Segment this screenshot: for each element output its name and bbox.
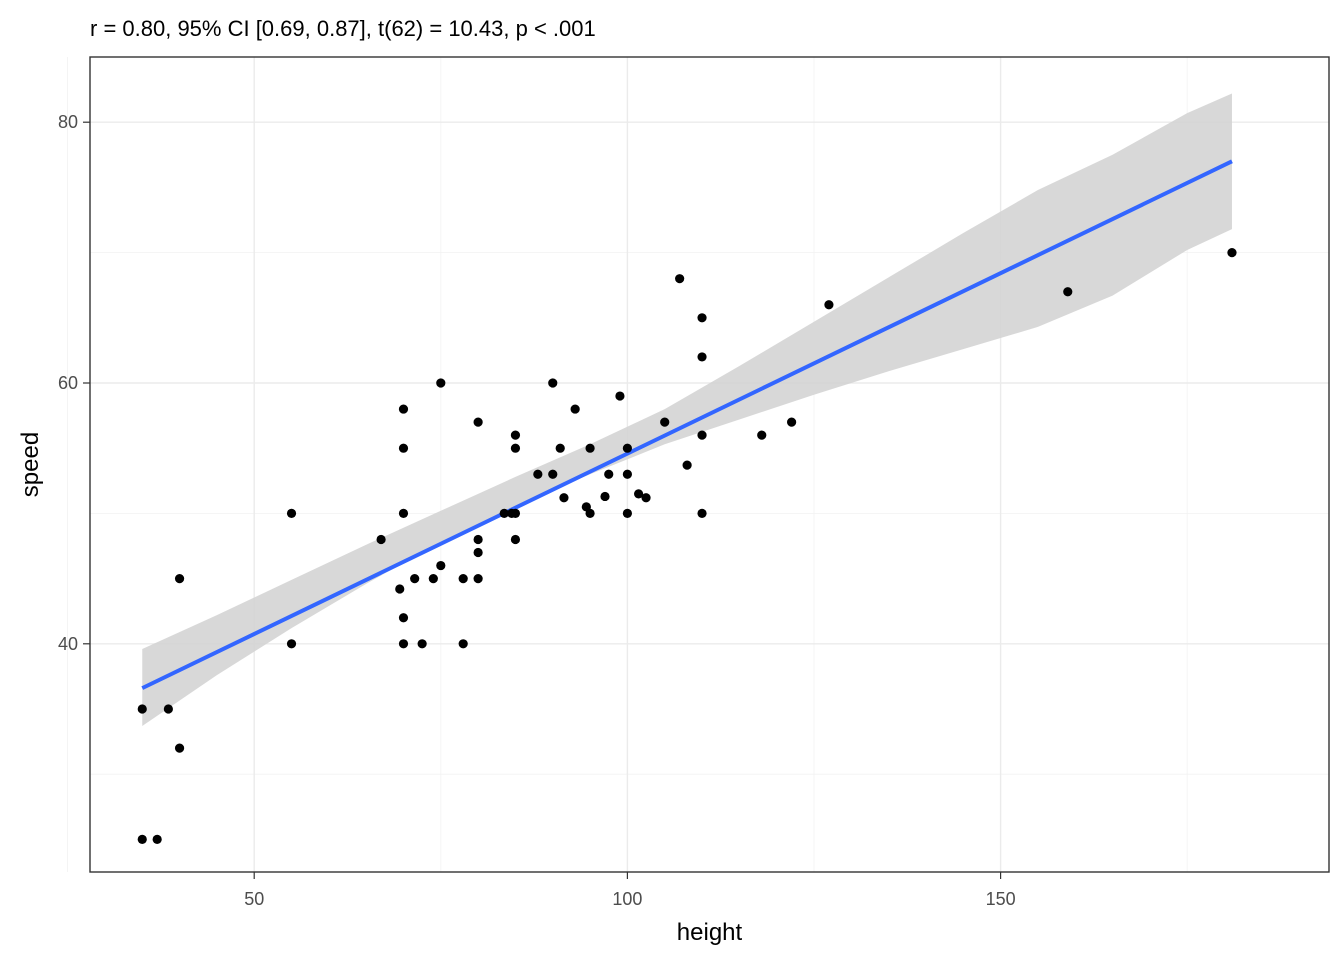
data-point xyxy=(697,352,707,362)
data-point xyxy=(559,493,569,503)
confidence-band xyxy=(142,93,1232,726)
data-point xyxy=(1063,287,1073,297)
data-point xyxy=(473,417,483,427)
x-tick-label: 150 xyxy=(986,889,1016,909)
data-point xyxy=(436,560,446,571)
x-tick-label: 100 xyxy=(612,889,642,909)
grid-lines xyxy=(67,57,1329,872)
y-tick-label: 60 xyxy=(58,373,78,393)
data-point xyxy=(286,508,297,518)
data-point xyxy=(697,508,707,518)
data-point xyxy=(660,417,670,427)
data-point xyxy=(675,274,685,284)
data-point xyxy=(428,574,438,584)
data-points xyxy=(137,248,1237,845)
data-point xyxy=(458,639,468,649)
data-point xyxy=(604,469,614,479)
data-point xyxy=(152,834,162,845)
data-point xyxy=(824,300,834,310)
data-point xyxy=(570,404,580,414)
regression-line-layer xyxy=(141,159,1233,690)
data-point xyxy=(398,508,409,518)
data-point xyxy=(622,443,632,453)
data-point xyxy=(510,430,521,440)
regression-line xyxy=(141,159,1233,690)
data-point xyxy=(510,508,521,518)
data-point xyxy=(548,469,558,479)
data-point xyxy=(585,508,595,518)
data-point xyxy=(600,491,610,502)
data-point xyxy=(615,391,625,401)
data-point xyxy=(533,469,543,479)
y-axis: 40 60 80 xyxy=(58,112,90,654)
data-point xyxy=(174,743,185,753)
panel-border xyxy=(89,56,1330,873)
x-axis: 50 100 150 xyxy=(244,872,1016,909)
data-point xyxy=(473,574,483,584)
data-point xyxy=(398,639,409,649)
data-point xyxy=(548,378,558,388)
data-point xyxy=(376,534,386,545)
data-point xyxy=(398,443,409,453)
data-point xyxy=(174,574,185,584)
data-point xyxy=(757,430,767,440)
data-point xyxy=(697,313,707,323)
y-axis-title: speed xyxy=(17,432,44,497)
x-axis-title: height xyxy=(677,919,743,946)
confidence-band-layer xyxy=(142,93,1232,726)
data-point xyxy=(395,584,405,594)
y-tick-label: 40 xyxy=(58,634,78,654)
chart-title: r = 0.80, 95% CI [0.69, 0.87], t(62) = 1… xyxy=(90,16,596,41)
data-point xyxy=(510,534,521,545)
data-point xyxy=(410,574,420,584)
data-point xyxy=(398,613,409,623)
data-point xyxy=(633,489,644,499)
data-point xyxy=(163,704,173,714)
data-point xyxy=(1227,248,1237,258)
data-point xyxy=(585,443,595,453)
data-point xyxy=(787,417,797,427)
data-point xyxy=(641,493,651,503)
y-tick-label: 80 xyxy=(58,112,78,132)
data-point xyxy=(436,378,446,388)
data-point xyxy=(137,834,147,845)
data-point xyxy=(622,469,632,479)
x-tick-label: 50 xyxy=(244,889,264,909)
data-point xyxy=(622,508,632,518)
data-point xyxy=(458,574,468,584)
data-point xyxy=(286,639,297,649)
data-point xyxy=(499,508,509,518)
data-point xyxy=(398,404,409,414)
data-point xyxy=(137,704,147,714)
data-point xyxy=(417,639,427,649)
data-point xyxy=(697,430,707,440)
data-point xyxy=(555,443,565,453)
data-point xyxy=(510,443,521,453)
data-point xyxy=(473,547,483,558)
data-point xyxy=(682,460,692,470)
data-point xyxy=(473,534,483,545)
